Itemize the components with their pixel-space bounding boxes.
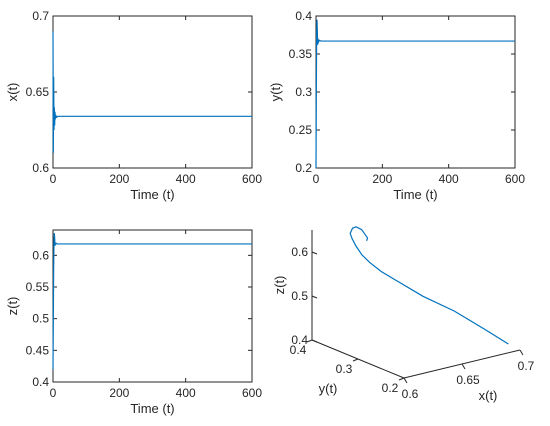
yt-axes-frame bbox=[315, 15, 516, 169]
y-tick-label: 0.55 bbox=[26, 280, 50, 294]
y-tick-label: 0.45 bbox=[26, 343, 50, 357]
y-axis-label: x(t) bbox=[5, 83, 20, 102]
y-tick-label: 0.5 bbox=[32, 312, 49, 326]
y-tick-label: 0.3 bbox=[336, 362, 353, 376]
x-axis-label: Time (t) bbox=[130, 401, 174, 416]
z-tick-label: 0.6 bbox=[291, 245, 308, 259]
y-tick-label: 0.2 bbox=[295, 161, 312, 175]
y-tick-mark bbox=[398, 377, 405, 381]
x-tick-label: 600 bbox=[242, 172, 262, 186]
x-axis-label: Time (t) bbox=[130, 187, 174, 202]
x-tick-mark bbox=[403, 377, 408, 384]
x-tick-label: 0 bbox=[313, 172, 320, 186]
y-tick-label: 0.6 bbox=[32, 161, 49, 175]
x-tick-label: 600 bbox=[242, 386, 262, 400]
y-tick-label: 0.25 bbox=[289, 123, 313, 137]
yt-plot: 0 200 400 600 0.2 0.25 0.3 0.35 0.4 Time (t) y(t) bbox=[268, 9, 525, 202]
z-tick-mark bbox=[311, 339, 318, 343]
xt-series-line bbox=[52, 31, 252, 153]
x-axis-label: x(t) bbox=[479, 388, 498, 403]
y-tick-label: 0.35 bbox=[289, 47, 313, 61]
y-tick-mark bbox=[352, 358, 359, 362]
x-tick-label: 0.65 bbox=[456, 373, 480, 387]
x-tick-label: 200 bbox=[109, 386, 129, 400]
y-tick-mark bbox=[306, 339, 313, 343]
y-tick-label: 0.4 bbox=[32, 375, 49, 389]
zt-plot: 0 200 400 600 0.4 0.45 0.5 0.55 0.6 Time (t) z(t) bbox=[5, 229, 262, 416]
z-axis-label: z(t) bbox=[272, 276, 287, 295]
z-tick-label: 0.5 bbox=[291, 289, 308, 303]
z-tick-mark bbox=[311, 295, 318, 299]
x-tick-label: 0.7 bbox=[518, 359, 535, 373]
xt-plot: 0 200 400 600 0.6 0.65 0.7 Time (t) x(t) bbox=[5, 9, 262, 202]
y-tick-label: 0.4 bbox=[290, 343, 307, 357]
zt-axes-frame bbox=[52, 229, 253, 383]
y-axis-label: z(t) bbox=[5, 297, 20, 316]
x-tick-label: 0.6 bbox=[402, 387, 419, 401]
y-tick-label: 0.4 bbox=[295, 9, 312, 23]
z-tick-label: 0.4 bbox=[291, 333, 308, 347]
x-tick-mark bbox=[519, 349, 524, 356]
y-axis-label: y(t) bbox=[319, 381, 338, 396]
x-tick-label: 200 bbox=[109, 172, 129, 186]
z-tick-mark bbox=[311, 251, 318, 255]
xyz-plot: 0.6 0.65 0.7 0.2 0.3 0.40.4 0.5 0.6 x(t) y(t) z(t) bbox=[272, 226, 535, 403]
y-tick-label: 0.7 bbox=[32, 9, 49, 23]
y-tick-label: 0.2 bbox=[382, 381, 399, 395]
x-tick-label: 400 bbox=[439, 172, 459, 186]
yt-series-line bbox=[315, 19, 515, 169]
y-tick-label: 0.65 bbox=[26, 85, 50, 99]
x-tick-label: 0 bbox=[50, 172, 57, 186]
x-tick-label: 400 bbox=[176, 172, 196, 186]
x-tick-label: 600 bbox=[505, 172, 525, 186]
x-tick-label: 0 bbox=[50, 386, 57, 400]
x-tick-label: 200 bbox=[372, 172, 392, 186]
y-axis-label: y(t) bbox=[268, 83, 283, 102]
zt-series-line bbox=[52, 233, 252, 370]
xt-axes-frame bbox=[52, 15, 253, 169]
x-axis-label: Time (t) bbox=[393, 187, 437, 202]
x-tick-label: 400 bbox=[176, 386, 196, 400]
xyz-trajectory-line bbox=[349, 226, 509, 345]
x-tick-mark bbox=[461, 363, 466, 370]
y-tick-label: 0.3 bbox=[295, 85, 312, 99]
y-tick-label: 0.6 bbox=[32, 248, 49, 262]
